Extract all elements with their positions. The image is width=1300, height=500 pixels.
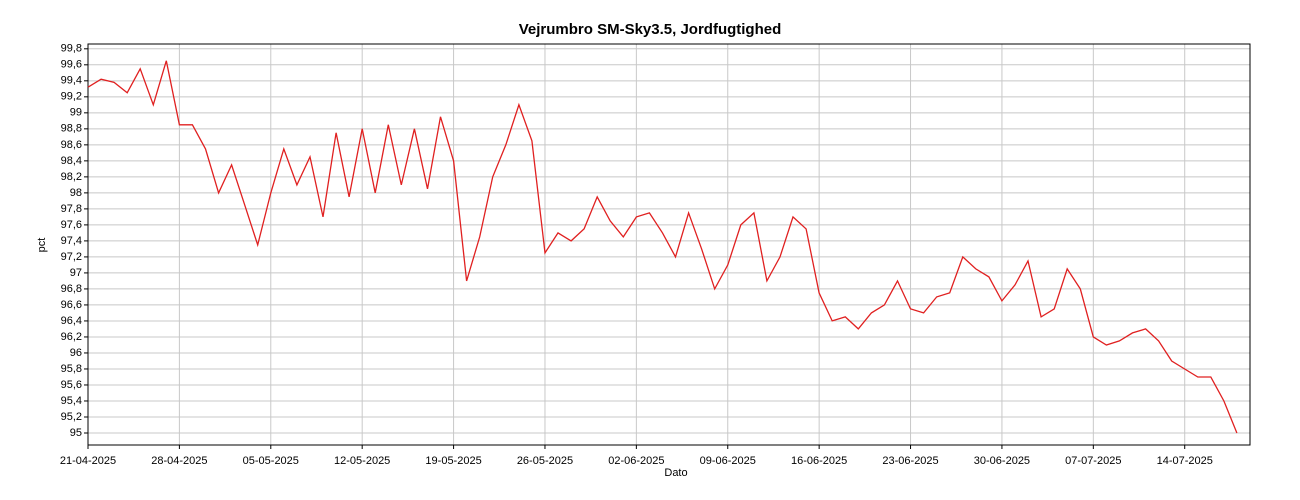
y-tick-label: 99,2 [61, 91, 82, 103]
y-tick-label: 97,4 [61, 235, 82, 247]
x-tick-label: 19-05-2025 [425, 455, 481, 467]
y-tick-label: 98,2 [61, 171, 82, 183]
x-tick-label: 02-06-2025 [608, 455, 664, 467]
x-tick-label: 28-04-2025 [151, 455, 207, 467]
y-tick-label: 97,8 [61, 203, 82, 215]
y-tick-label: 99,4 [61, 75, 82, 87]
y-tick-label: 97 [70, 267, 82, 279]
y-tick-label: 96,2 [61, 331, 82, 343]
x-tick-label: 09-06-2025 [700, 455, 756, 467]
y-tick-label: 99,6 [61, 59, 82, 71]
x-tick-label: 21-04-2025 [60, 455, 116, 467]
data-line [87, 60, 1238, 434]
y-tick-label: 98,8 [61, 123, 82, 135]
y-tick-label: 95 [70, 427, 82, 439]
y-tick-label: 96,4 [61, 315, 82, 327]
y-tick-label: 97,2 [61, 251, 82, 263]
y-tick-label: 98 [70, 187, 82, 199]
x-tick-label: 12-05-2025 [334, 455, 390, 467]
x-axis-label: Dato [664, 467, 687, 479]
x-tick-label: 14-07-2025 [1157, 455, 1213, 467]
y-tick-label: 99 [70, 107, 82, 119]
y-tick-label: 99,8 [61, 43, 82, 55]
y-tick-label: 95,6 [61, 379, 82, 391]
x-tick-label: 16-06-2025 [791, 455, 847, 467]
y-tick-label: 95,4 [61, 395, 82, 407]
y-tick-label: 95,8 [61, 363, 82, 375]
y-tick-label: 97,6 [61, 219, 82, 231]
y-tick-label: 96,6 [61, 299, 82, 311]
x-tick-label: 07-07-2025 [1065, 455, 1121, 467]
x-tick-label: 30-06-2025 [974, 455, 1030, 467]
y-tick-label: 98,4 [61, 155, 82, 167]
chart-title: Vejrumbro SM-Sky3.5, Jordfugtighed [519, 21, 782, 38]
y-tick-label: 98,6 [61, 139, 82, 151]
plot-frame [87, 43, 1251, 446]
y-axis-label: pct [36, 238, 48, 253]
y-tick-label: 95,2 [61, 411, 82, 423]
x-tick-label: 23-06-2025 [882, 455, 938, 467]
y-tick-label: 96,8 [61, 283, 82, 295]
x-tick-label: 05-05-2025 [243, 455, 299, 467]
x-tick-label: 26-05-2025 [517, 455, 573, 467]
y-tick-label: 96 [70, 347, 82, 359]
